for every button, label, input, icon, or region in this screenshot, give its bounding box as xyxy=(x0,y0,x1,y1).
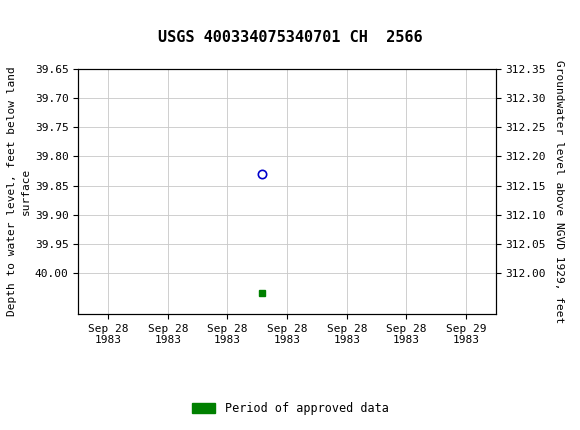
Text: ≡USGS: ≡USGS xyxy=(14,12,85,29)
Legend: Period of approved data: Period of approved data xyxy=(187,397,393,420)
Y-axis label: Groundwater level above NGVD 1929, feet: Groundwater level above NGVD 1929, feet xyxy=(554,60,564,323)
Text: USGS 400334075340701 CH  2566: USGS 400334075340701 CH 2566 xyxy=(158,30,422,45)
Y-axis label: Depth to water level, feet below land
surface: Depth to water level, feet below land su… xyxy=(8,67,31,316)
